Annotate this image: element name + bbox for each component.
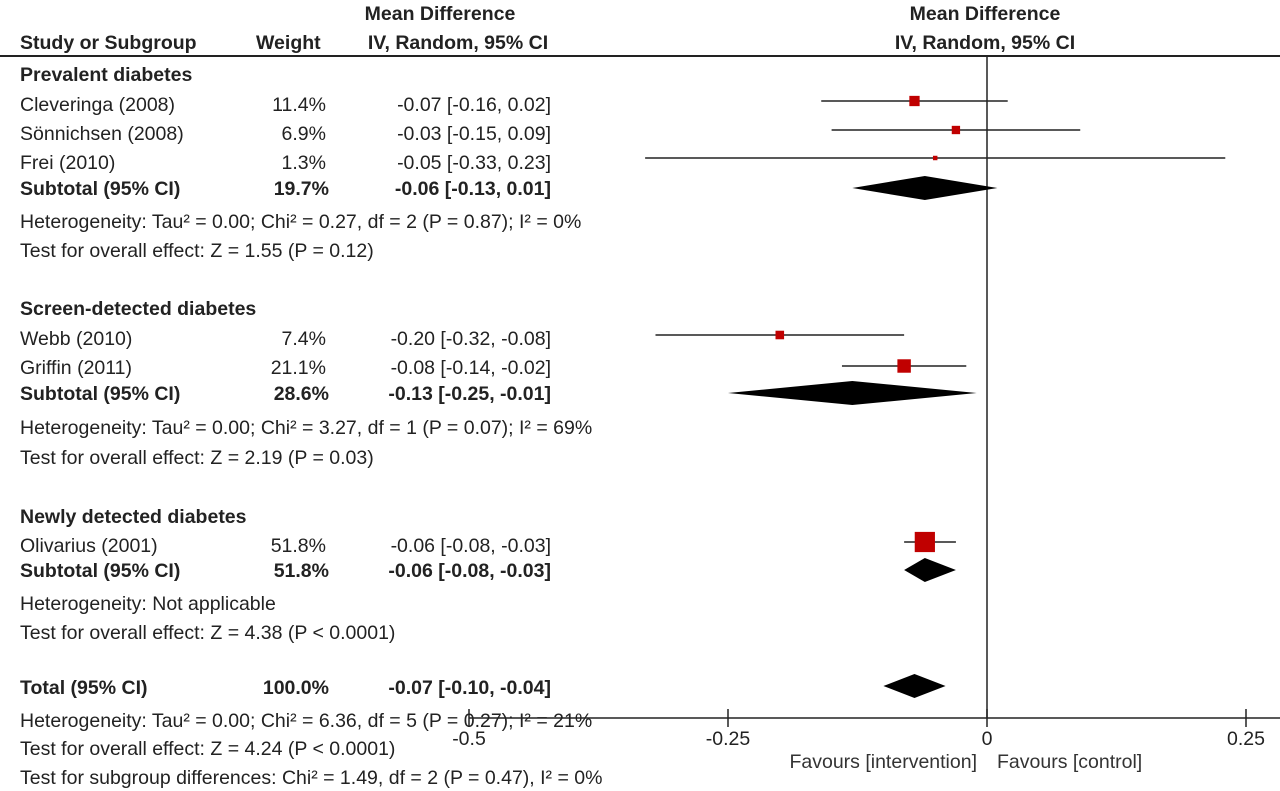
subtotal-weight: 19.7% bbox=[273, 178, 329, 200]
x-tick-label: 0.25 bbox=[1227, 728, 1265, 750]
total-heterogeneity-text: Heterogeneity: Tau² = 0.00; Chi² = 6.36,… bbox=[20, 710, 593, 732]
study-weight: 51.8% bbox=[270, 535, 326, 557]
heterogeneity-text: Heterogeneity: Not applicable bbox=[20, 593, 276, 615]
study-name: Griffin (2011) bbox=[20, 357, 132, 379]
subtotal-ci-text: -0.06 [-0.08, -0.03] bbox=[388, 560, 551, 582]
study-column-header: Study or Subgroup bbox=[20, 32, 197, 54]
group-title-prevalent: Prevalent diabetes bbox=[20, 64, 193, 86]
study-ci-text: -0.20 [-0.32, -0.08] bbox=[390, 328, 551, 350]
total-ci-text: -0.07 [-0.10, -0.04] bbox=[388, 677, 551, 699]
pooled-diamond bbox=[852, 176, 998, 200]
subtotal-label: Subtotal (95% CI) bbox=[20, 178, 181, 200]
pooled-diamond bbox=[728, 381, 977, 405]
overall-effect-text: Test for overall effect: Z = 1.55 (P = 0… bbox=[20, 240, 374, 262]
study-ci-text: -0.06 [-0.08, -0.03] bbox=[390, 535, 551, 557]
plot-title: Mean Difference bbox=[909, 3, 1061, 25]
study-marker bbox=[914, 531, 935, 553]
group-title-screen-detected: Screen-detected diabetes bbox=[20, 298, 257, 320]
study-name: Webb (2010) bbox=[20, 328, 133, 350]
heterogeneity-text: Heterogeneity: Tau² = 0.00; Chi² = 3.27,… bbox=[20, 417, 593, 439]
study-ci-text: -0.03 [-0.15, 0.09] bbox=[397, 123, 551, 145]
study-name: Cleveringa (2008) bbox=[20, 94, 176, 116]
header-rule bbox=[0, 55, 1280, 57]
study-weight: 1.3% bbox=[281, 152, 326, 174]
study-name: Olivarius (2001) bbox=[20, 535, 158, 557]
subtotal-weight: 51.8% bbox=[273, 560, 329, 582]
study-weight: 21.1% bbox=[270, 357, 326, 379]
study-weight: 6.9% bbox=[281, 123, 326, 145]
subtotal-label: Subtotal (95% CI) bbox=[20, 560, 181, 582]
pooled-diamond bbox=[883, 674, 946, 698]
study-marker bbox=[775, 330, 785, 340]
md-column-subtitle: IV, Random, 95% CI bbox=[367, 32, 549, 54]
subtotal-label: Subtotal (95% CI) bbox=[20, 383, 181, 405]
x-tick-label: -0.25 bbox=[706, 728, 751, 750]
study-ci-text: -0.08 [-0.14, -0.02] bbox=[390, 357, 551, 379]
group-title-newly-detected: Newly detected diabetes bbox=[20, 506, 247, 528]
study-marker bbox=[909, 95, 920, 107]
overall-effect-text: Test for overall effect: Z = 4.38 (P < 0… bbox=[20, 622, 396, 644]
total-weight: 100.0% bbox=[262, 677, 329, 699]
total-overall-effect-text: Test for overall effect: Z = 4.24 (P < 0… bbox=[20, 738, 396, 760]
weight-column-header: Weight bbox=[256, 32, 321, 54]
study-ci-text: -0.05 [-0.33, 0.23] bbox=[397, 152, 551, 174]
study-weight: 11.4% bbox=[272, 94, 326, 116]
x-tick-label: -0.5 bbox=[452, 728, 486, 750]
heterogeneity-text: Heterogeneity: Tau² = 0.00; Chi² = 0.27,… bbox=[20, 211, 582, 233]
subgroup-differences-text: Test for subgroup differences: Chi² = 1.… bbox=[20, 767, 603, 789]
total-label: Total (95% CI) bbox=[20, 677, 148, 699]
pooled-diamond bbox=[904, 558, 956, 582]
x-tick-label: 0 bbox=[982, 728, 993, 750]
favours-right-label: Favours [control] bbox=[997, 751, 1142, 773]
study-name: Sönnichsen (2008) bbox=[20, 123, 184, 145]
study-ci-text: -0.07 [-0.16, 0.02] bbox=[397, 94, 551, 116]
subtotal-weight: 28.6% bbox=[273, 383, 329, 405]
study-weight: 7.4% bbox=[281, 328, 326, 350]
study-marker bbox=[932, 155, 938, 161]
study-name: Frei (2010) bbox=[20, 152, 116, 174]
study-marker bbox=[951, 125, 961, 135]
subtotal-ci-text: -0.06 [-0.13, 0.01] bbox=[394, 178, 551, 200]
md-column-title: Mean Difference bbox=[364, 3, 516, 25]
subtotal-ci-text: -0.13 [-0.25, -0.01] bbox=[388, 383, 551, 405]
study-marker bbox=[897, 359, 911, 373]
overall-effect-text: Test for overall effect: Z = 2.19 (P = 0… bbox=[20, 447, 374, 469]
plot-subtitle: IV, Random, 95% CI bbox=[894, 32, 1076, 54]
favours-left-label: Favours [intervention] bbox=[789, 751, 977, 773]
